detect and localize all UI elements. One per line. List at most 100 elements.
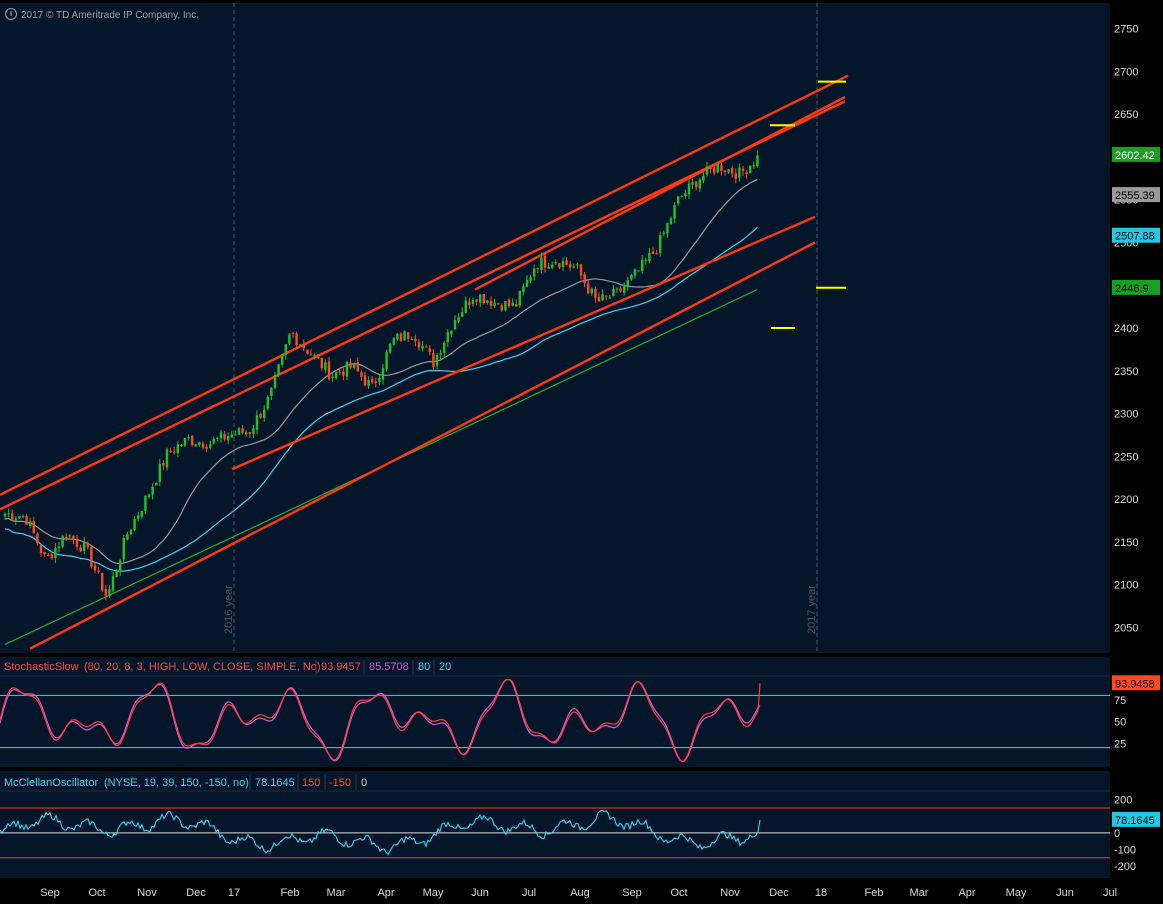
candle-body (417, 341, 421, 348)
price-panel-bg (0, 3, 1110, 653)
channel-badge: 2446.9 (1115, 283, 1149, 295)
x-tick-label: 17 (228, 887, 240, 899)
x-tick-label: Aug (570, 887, 590, 899)
info-circle-icon[interactable] (5, 8, 17, 20)
candle-body (176, 444, 179, 454)
mcclellan-plot (0, 807, 1110, 859)
candle-body (749, 165, 752, 174)
candle-body (302, 343, 305, 348)
candle-body (716, 163, 719, 173)
candle-body (137, 515, 140, 519)
candle-body (734, 173, 737, 180)
x-tick-label: Feb (281, 887, 300, 899)
channel-line (0, 74, 849, 496)
candle-body (61, 535, 64, 547)
candle-body (162, 463, 165, 466)
candle-body (507, 299, 511, 306)
stochastic-params: (80, 20, 8, 3, HIGH, LOW, CLOSE, SIMPLE,… (84, 661, 321, 673)
mcclellan-value: 78.1645 (255, 777, 295, 789)
candle-body (115, 570, 118, 578)
price-tick-label: 2250 (1114, 451, 1138, 463)
candle-body (151, 486, 154, 495)
candle-body (349, 362, 352, 368)
price-tick-label: 2750 (1114, 24, 1138, 36)
candle-body (680, 196, 683, 198)
candle-body (327, 361, 331, 380)
stochastic-last-badge-bg (1112, 675, 1160, 691)
stochastic-panel[interactable]: StochasticSlow (80, 20, 8, 3, HIGH, LOW,… (0, 657, 1160, 767)
candle-body (248, 432, 251, 434)
candle-body (126, 534, 129, 540)
candle-body (410, 339, 413, 341)
stochastic-y-axis: 25 50 75 93.9458 (1112, 675, 1160, 750)
candle-body (691, 181, 694, 185)
candle-body (255, 415, 259, 430)
candle-body (615, 288, 619, 290)
price-tick-label: 2050 (1114, 622, 1138, 634)
x-tick-label: Sep (622, 887, 642, 899)
candle-body (515, 304, 518, 307)
candle-body (457, 317, 460, 322)
candle-body (47, 554, 50, 556)
candle-body (183, 437, 187, 446)
candle-body (273, 375, 277, 388)
candle-body (90, 546, 93, 567)
x-tick-label: Nov (137, 887, 157, 899)
mcclellan-tick-label: -200 (1114, 861, 1136, 873)
candle-body (169, 450, 172, 452)
x-tick-label: Jun (471, 887, 489, 899)
candle-body (396, 333, 399, 340)
candle-body (536, 267, 539, 270)
candle-body (241, 428, 244, 433)
candle-body (72, 536, 75, 540)
candle-body (745, 172, 748, 174)
candle-body (738, 167, 741, 178)
candle-body (547, 267, 550, 269)
candle-body (353, 363, 356, 369)
candle-body (623, 286, 626, 293)
candle-body (601, 294, 604, 301)
candle-body (651, 251, 655, 254)
candle-body (446, 332, 449, 343)
x-tick-label: Sep (40, 887, 60, 899)
candle-body (705, 166, 709, 175)
candle-body (407, 332, 410, 339)
candle-body (659, 235, 662, 253)
price-panel[interactable]: 2016 year 2017 year 2017 © TD Ameritrade… (0, 3, 1160, 653)
candle-body (551, 264, 554, 268)
candle-body (173, 451, 176, 453)
candle-body (3, 513, 7, 517)
mcclellan-title: McClellanOscillator (4, 777, 98, 789)
candle-body (345, 361, 349, 377)
x-tick-label: May (1006, 887, 1027, 899)
price-tick-label: 2700 (1114, 66, 1138, 78)
candle-body (7, 513, 10, 515)
mcclellan-panel[interactable]: McClellanOscillator (NYSE, 19, 39, 150, … (0, 771, 1160, 878)
ma20-line (4, 178, 758, 565)
stochastic-title: StochasticSlow (4, 661, 79, 673)
candle-body (637, 270, 640, 272)
candle-body (331, 376, 334, 378)
candle-body (101, 573, 104, 591)
candle-body (597, 297, 601, 302)
x-tick-label: Dec (186, 887, 206, 899)
channel-line (474, 96, 846, 291)
ma50-badge-bg (1112, 227, 1160, 243)
last-price-badge: 2602.42 (1115, 150, 1155, 162)
candle-body (209, 444, 212, 448)
candle-body (309, 354, 313, 356)
year-marker-2016: 2016 year (223, 585, 235, 634)
candle-body (36, 533, 39, 544)
candle-body (518, 290, 521, 306)
candle-body (723, 170, 727, 173)
candle-body (288, 334, 291, 344)
candle-body (533, 268, 536, 277)
candle-body (554, 262, 557, 264)
candle-body (443, 342, 446, 353)
candle-body (439, 353, 442, 355)
candle-body (11, 513, 14, 520)
candle-body (576, 264, 579, 266)
x-tick-label: Apr (958, 887, 975, 899)
candle-body (219, 432, 223, 439)
